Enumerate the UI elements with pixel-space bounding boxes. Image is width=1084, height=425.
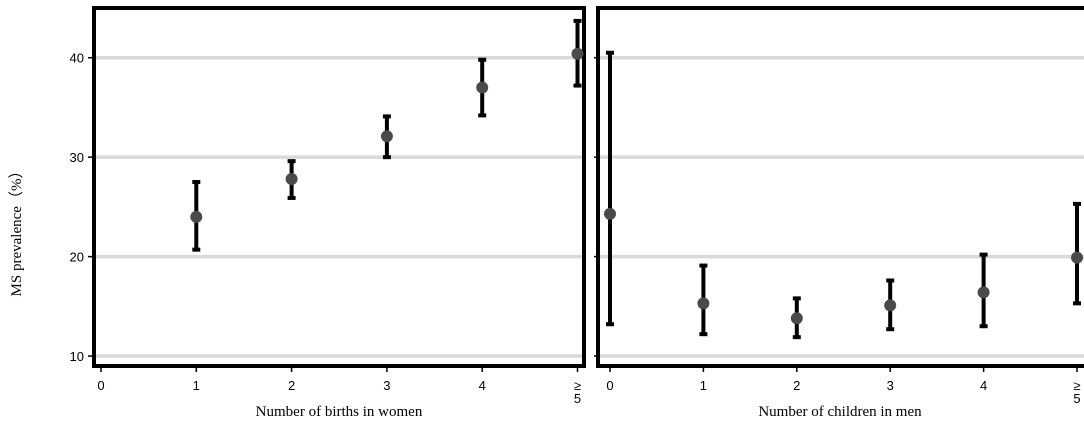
x-tick-label: 2 bbox=[793, 378, 800, 393]
data-point bbox=[884, 299, 897, 312]
data-point bbox=[977, 286, 990, 299]
chart-panel-1: 10 20 30 40 0 1 2 3 4 ≥5 Number of births in women bbox=[70, 6, 586, 420]
chart-panel-2: 0 1 2 3 4 ≥5 Number of children in men bbox=[594, 6, 1084, 420]
x-tick-label: 3 bbox=[383, 378, 390, 393]
data-point bbox=[790, 312, 803, 325]
data-point bbox=[697, 297, 710, 310]
x-tick-label: ≥5 bbox=[574, 378, 581, 406]
y-tick-label: 30 bbox=[70, 150, 84, 165]
y-axis-label: MS prevalence（%） bbox=[8, 164, 25, 297]
x-axis-label: Number of children in men bbox=[758, 404, 922, 420]
y-tick-label: 20 bbox=[70, 250, 84, 265]
x-tick-label: 3 bbox=[887, 378, 894, 393]
y-tick-label: 40 bbox=[70, 51, 84, 66]
x-tick-label: 0 bbox=[606, 378, 613, 393]
x-tick-label: 1 bbox=[193, 378, 200, 393]
x-tick-label: 4 bbox=[479, 378, 486, 393]
data-point bbox=[604, 207, 616, 220]
data-point bbox=[476, 81, 489, 94]
data-point bbox=[380, 130, 393, 143]
x-tick-label: 0 bbox=[97, 378, 104, 393]
data-point bbox=[285, 173, 298, 186]
data-point bbox=[1071, 251, 1083, 264]
x-tick-label: 4 bbox=[980, 378, 987, 393]
x-tick-label: 1 bbox=[700, 378, 707, 393]
x-axis-label: Number of births in women bbox=[256, 404, 423, 420]
panel-frame bbox=[596, 6, 1084, 368]
data-point bbox=[190, 210, 203, 223]
y-tick-label: 10 bbox=[70, 349, 84, 364]
data-point bbox=[571, 47, 584, 60]
x-tick-label: ≥5 bbox=[1073, 378, 1080, 406]
x-tick-label: 2 bbox=[288, 378, 295, 393]
panel-frame bbox=[92, 6, 586, 368]
